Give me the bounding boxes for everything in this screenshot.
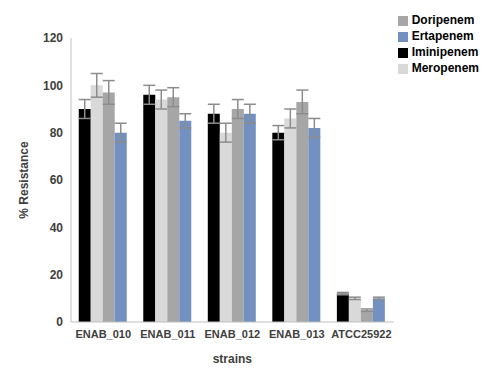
svg-text:ENAB_012: ENAB_012 [205, 328, 261, 340]
svg-text:120: 120 [43, 31, 63, 45]
html-text:Iminipenem: Iminipenem [411, 45, 479, 59]
svg-text:ENAB_010: ENAB_010 [75, 328, 131, 340]
svg-text:ATCC25922: ATCC25922 [331, 328, 391, 340]
svg-text:80: 80 [50, 126, 64, 140]
svg-text:ENAB_013: ENAB_013 [269, 328, 325, 340]
svg-text:60: 60 [50, 173, 64, 187]
html-text:Doripenem: Doripenem [411, 13, 475, 27]
svg-text:% Resistance: % Resistance [17, 141, 31, 219]
svg-text:40: 40 [50, 221, 64, 235]
svg-text:20: 20 [50, 268, 64, 282]
svg-text:0: 0 [56, 315, 63, 329]
html-text:Meropenem: Meropenem [411, 61, 479, 75]
svg-text:ENAB_011: ENAB_011 [140, 328, 195, 340]
svg-text:strains: strains [213, 352, 253, 366]
html-text:Ertapenem: Ertapenem [411, 29, 474, 43]
svg-text:100: 100 [43, 79, 63, 93]
